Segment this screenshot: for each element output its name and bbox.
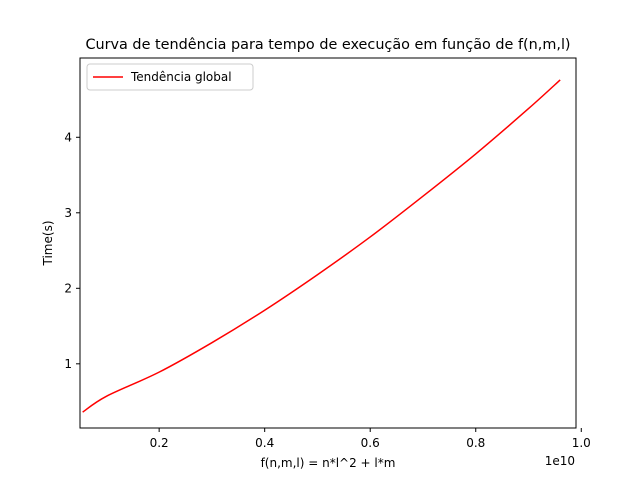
y-tick-label: 1 bbox=[64, 357, 72, 371]
x-tick-label: 0.6 bbox=[361, 436, 380, 450]
series-layer bbox=[82, 79, 561, 413]
plot-area bbox=[79, 57, 577, 429]
y-tick-label: 3 bbox=[64, 206, 72, 220]
chart-title: Curva de tendência para tempo de execuçã… bbox=[85, 37, 570, 53]
legend: Tendência global bbox=[86, 63, 254, 91]
x-tick-label: 1.0 bbox=[572, 436, 591, 450]
y-axis-ticks: 1 2 3 4 bbox=[64, 130, 80, 371]
x-tick-label: 0.4 bbox=[255, 436, 274, 450]
y-tick-label: 2 bbox=[64, 281, 72, 295]
x-tick-label: 0.8 bbox=[466, 436, 485, 450]
y-axis-label: Time(s) bbox=[41, 221, 55, 267]
y-tick-label: 4 bbox=[64, 130, 72, 144]
x-axis-label: f(n,m,l) = n*l^2 + l*m bbox=[261, 456, 396, 470]
x-tick-label: 0.2 bbox=[150, 436, 169, 450]
x-axis-ticks: 0.2 0.4 0.6 0.8 1.0 bbox=[150, 428, 591, 450]
legend-label-tendencia-global: Tendência global bbox=[130, 70, 232, 84]
series-line-tendencia-global bbox=[82, 79, 561, 413]
x-axis-offset-label: 1e10 bbox=[545, 454, 575, 468]
legend-box bbox=[86, 63, 254, 91]
